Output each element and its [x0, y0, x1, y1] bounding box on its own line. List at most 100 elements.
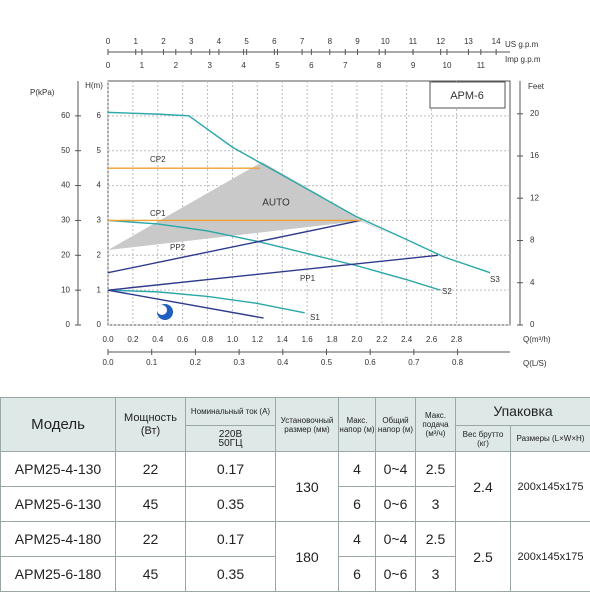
tick-label: 1	[133, 37, 138, 46]
x-tick-label: 0.8	[202, 335, 214, 344]
x-tick-label: 2.4	[401, 335, 413, 344]
tick-label: 0.0	[102, 358, 114, 367]
tick-label: 8	[328, 37, 333, 46]
series-label: PP1	[300, 274, 316, 283]
cell: 22	[116, 452, 186, 487]
cell: 0.17	[186, 452, 276, 487]
series-label: PP2	[170, 243, 186, 252]
tick-label: 0	[530, 320, 535, 329]
y-tick-label: 5	[97, 146, 102, 155]
cell: 200x145x175	[511, 452, 590, 522]
tick-label: 9	[355, 37, 360, 46]
header-cell: Макс. напор (м)	[339, 398, 376, 452]
y-tick-label: 0	[97, 320, 102, 329]
cell: 0.35	[186, 557, 276, 592]
tick-label: 6	[272, 37, 277, 46]
tick-label: 10	[443, 61, 452, 70]
cell: 0~4	[376, 522, 416, 557]
x-tick-label: 1.6	[302, 335, 314, 344]
header-cell: Общий напор (м)	[376, 398, 416, 452]
cell: 4	[339, 522, 376, 557]
x-tick-label: 1.8	[326, 335, 338, 344]
tick-label: 12	[436, 37, 445, 46]
ls-label: Q(L/S)	[523, 359, 547, 368]
tick-label: 7	[343, 61, 348, 70]
header-cell: Мощность (Вт)	[116, 398, 186, 452]
us-label: US g.p.m	[505, 40, 539, 49]
header-cell: Модель	[1, 398, 116, 452]
tick-label: 10	[381, 37, 390, 46]
tick-label: 0.1	[146, 358, 158, 367]
tick-label: 0.8	[452, 358, 464, 367]
tick-label: 16	[530, 151, 539, 160]
cell: APM25-4-130	[1, 452, 116, 487]
tick-label: 3	[189, 37, 194, 46]
cell: 45	[116, 557, 186, 592]
tick-label: 60	[61, 111, 70, 120]
tick-label: 13	[464, 37, 473, 46]
series-label: S2	[442, 287, 452, 296]
tick-label: 0	[106, 61, 111, 70]
cell: 6	[339, 557, 376, 592]
y-tick-label: 2	[97, 250, 102, 259]
tick-label: 7	[300, 37, 305, 46]
y-tick-label: 1	[97, 285, 102, 294]
x-tick-label: 2.2	[376, 335, 388, 344]
header-cell: Размеры (L×W×H)	[511, 426, 590, 452]
tick-label: 0	[66, 320, 71, 329]
annotation: AUTO	[262, 198, 290, 209]
tick-label: 12	[530, 193, 539, 202]
x-tick-label: 0.2	[127, 335, 139, 344]
header-cell: Вес брутто (кг)	[456, 426, 511, 452]
cell: 0.17	[186, 522, 276, 557]
y-tick-label: 6	[97, 111, 102, 120]
cell: 180	[276, 522, 339, 592]
x-tick-label: 1.0	[227, 335, 239, 344]
tick-label: 2	[174, 61, 179, 70]
cell: APM25-6-130	[1, 487, 116, 522]
tick-label: 0.2	[190, 358, 202, 367]
cell: 2.5	[416, 522, 456, 557]
tick-label: 4	[241, 61, 246, 70]
tick-label: 20	[530, 109, 539, 118]
tick-label: 0.6	[365, 358, 377, 367]
tick-label: 3	[207, 61, 212, 70]
series-label: S3	[490, 275, 500, 284]
x-tick-label: 0.0	[102, 335, 114, 344]
kpa-label: P(kPa)	[30, 88, 55, 97]
tick-label: 5	[244, 37, 249, 46]
cell: 0.35	[186, 487, 276, 522]
chart-title: APM-6	[450, 90, 484, 102]
tick-label: 14	[492, 37, 501, 46]
tick-label: 0	[106, 37, 111, 46]
tick-label: 4	[530, 278, 535, 287]
tick-label: 0.4	[277, 358, 289, 367]
y-tick-label: 4	[97, 181, 102, 190]
cell: 45	[116, 487, 186, 522]
tick-label: 0.5	[321, 358, 333, 367]
tick-label: 8	[530, 236, 535, 245]
x-tick-label: 0.4	[152, 335, 164, 344]
tick-label: 40	[61, 181, 70, 190]
x-tick-label: 0.6	[177, 335, 189, 344]
imp-label: Imp g.p.m	[505, 55, 541, 64]
x-label: Q(m³/h)	[523, 335, 551, 344]
mode-icon-cut	[157, 305, 167, 315]
cell: 3	[416, 487, 456, 522]
tick-label: 0.7	[408, 358, 420, 367]
cell: APM25-6-180	[1, 557, 116, 592]
chart: AUTO APM-6 H(m) P(kPa) Feet US g.p.m Imp…	[0, 0, 590, 397]
cell: 0~4	[376, 452, 416, 487]
tick-label: 5	[275, 61, 280, 70]
x-tick-label: 2.0	[351, 335, 363, 344]
x-tick-label: 1.2	[252, 335, 264, 344]
series-label: S1	[310, 313, 320, 322]
tick-label: 11	[477, 61, 486, 70]
x-tick-label: 2.8	[451, 335, 463, 344]
tick-label: 9	[411, 61, 416, 70]
cell: 22	[116, 522, 186, 557]
cell: 3	[416, 557, 456, 592]
